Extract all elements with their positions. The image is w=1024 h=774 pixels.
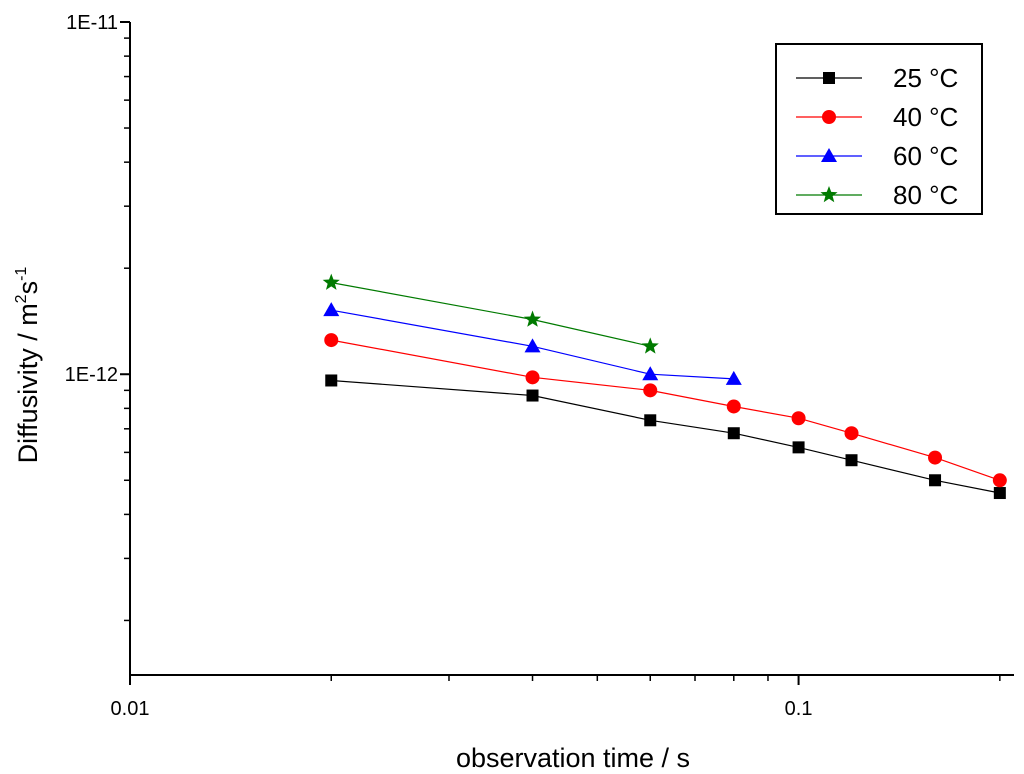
- data-point: [727, 427, 740, 440]
- data-point: [792, 441, 805, 454]
- legend-marker: [823, 72, 835, 84]
- series-0: [325, 374, 1006, 500]
- series-line: [331, 309, 734, 380]
- data-point: [525, 370, 540, 385]
- data-point: [641, 337, 659, 354]
- data-point: [526, 389, 539, 402]
- data-point: [524, 338, 541, 353]
- legend: 25 °C 40 °C 60 °C 80 °C: [775, 43, 983, 215]
- series-2: [323, 302, 742, 385]
- legend-entry: 60 °C: [796, 141, 958, 171]
- legend-entry: 40 °C: [796, 102, 958, 132]
- x-tick-label: 0.1: [785, 698, 813, 720]
- x-axis-title: observation time / s: [456, 743, 690, 773]
- y-axis-title: Diffusivity / m2s-1: [13, 267, 43, 464]
- legend-label: 60 °C: [893, 141, 958, 171]
- data-point: [523, 310, 542, 327]
- legend-label: 40 °C: [893, 102, 958, 132]
- series-layer: [322, 273, 1007, 500]
- data-point: [642, 366, 659, 381]
- legend-entry: 80 °C: [796, 180, 958, 210]
- data-point: [324, 333, 339, 348]
- data-point: [325, 374, 338, 387]
- data-point: [323, 302, 340, 317]
- data-point: [726, 399, 741, 414]
- legend-box: [775, 43, 983, 215]
- axes: 0.01 0.1 1E-12 1E-11: [65, 12, 1014, 720]
- data-point: [644, 414, 657, 427]
- x-tick-label: 0.01: [111, 698, 150, 720]
- legend-label: 25 °C: [893, 63, 958, 93]
- series-line: [331, 339, 1000, 481]
- y-tick-label: 1E-12: [65, 364, 118, 386]
- data-point: [725, 370, 742, 385]
- data-point: [993, 487, 1006, 500]
- legend-entry: 25 °C: [796, 63, 958, 93]
- legend-marker: [822, 110, 836, 124]
- legend-label: 80 °C: [893, 180, 958, 210]
- y-axis-title-mid: s: [13, 281, 43, 295]
- y-axis-title-sup1: 2: [13, 294, 30, 303]
- data-point: [322, 273, 340, 290]
- series-line: [331, 379, 1000, 494]
- series-1: [324, 333, 1007, 488]
- legend-marker: [820, 186, 838, 203]
- y-axis-title-prefix: Diffusivity / m: [13, 303, 43, 463]
- y-tick-label: 1E-11: [66, 12, 118, 34]
- data-point: [928, 450, 943, 465]
- y-axis-title-sup2: -1: [13, 267, 30, 281]
- legend-marker: [821, 148, 837, 162]
- data-point: [844, 426, 859, 441]
- data-point: [992, 473, 1007, 488]
- series-3: [322, 273, 659, 354]
- data-point: [791, 411, 806, 426]
- data-point: [929, 474, 942, 487]
- data-point: [845, 454, 858, 467]
- data-point: [643, 383, 658, 398]
- series-line: [331, 282, 651, 347]
